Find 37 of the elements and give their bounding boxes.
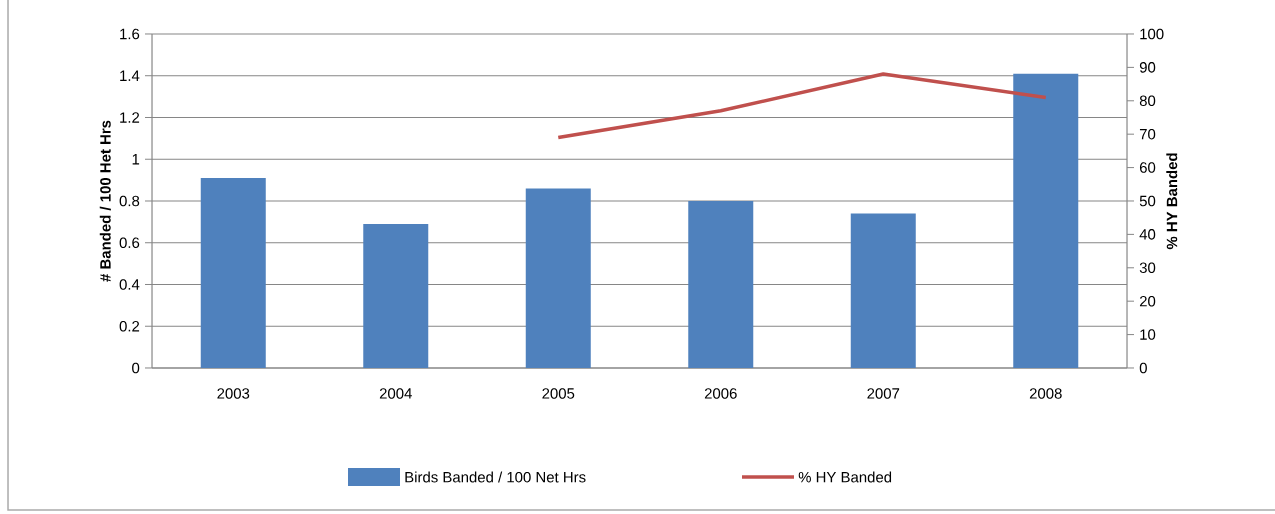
y2-tick-label: 30 bbox=[1139, 262, 1156, 274]
bar bbox=[525, 188, 591, 368]
y-tick-label: 0.8 bbox=[119, 195, 140, 207]
line-series bbox=[556, 72, 1048, 140]
y2-tick-label: 0 bbox=[1139, 362, 1147, 374]
bar bbox=[200, 178, 266, 368]
bar bbox=[363, 223, 429, 368]
y2-tick-label: 80 bbox=[1139, 95, 1156, 107]
x-tick-label: 2008 bbox=[1029, 388, 1062, 399]
y2-tick-label: 60 bbox=[1139, 162, 1156, 173]
y-tick-label: 1.4 bbox=[120, 70, 140, 81]
y2-tick-label: 70 bbox=[1139, 128, 1156, 140]
y2-tick-label: 90 bbox=[1139, 62, 1156, 73]
y-tick-label: 0.2 bbox=[119, 320, 140, 332]
y-tick-label: 0 bbox=[132, 362, 140, 374]
y-tick-label: 1.2 bbox=[120, 112, 140, 123]
legend-label: Birds Banded / 100 Net Hrs bbox=[405, 471, 586, 483]
x-tick-label: 2004 bbox=[379, 388, 412, 399]
y2-tick-label: 100 bbox=[1140, 28, 1164, 40]
x-tick-label: 2003 bbox=[217, 388, 250, 399]
y-tick-label: 0.4 bbox=[119, 279, 140, 290]
y2-tick-label: 40 bbox=[1139, 229, 1156, 240]
x-tick-label: 2007 bbox=[867, 388, 900, 399]
y2-tick-label: 20 bbox=[1139, 295, 1156, 307]
legend-label: % HY Banded bbox=[798, 471, 892, 483]
bar bbox=[850, 213, 916, 368]
y2-tick-label: 10 bbox=[1140, 329, 1156, 340]
y-tick-label: 0.6 bbox=[119, 237, 140, 249]
x-tick-label: 2006 bbox=[704, 388, 737, 399]
y2-tick-label: 50 bbox=[1139, 195, 1156, 207]
y-tick-label: 1 bbox=[132, 154, 140, 165]
x-tick-label: 2005 bbox=[542, 388, 575, 399]
y-axis-title: # Banded / 100 Het Hrs bbox=[99, 120, 111, 282]
bar bbox=[688, 200, 754, 368]
y2-axis-title: % HY Banded bbox=[1166, 153, 1178, 250]
y-tick-label: 1.6 bbox=[120, 28, 140, 40]
bar bbox=[1013, 73, 1079, 368]
